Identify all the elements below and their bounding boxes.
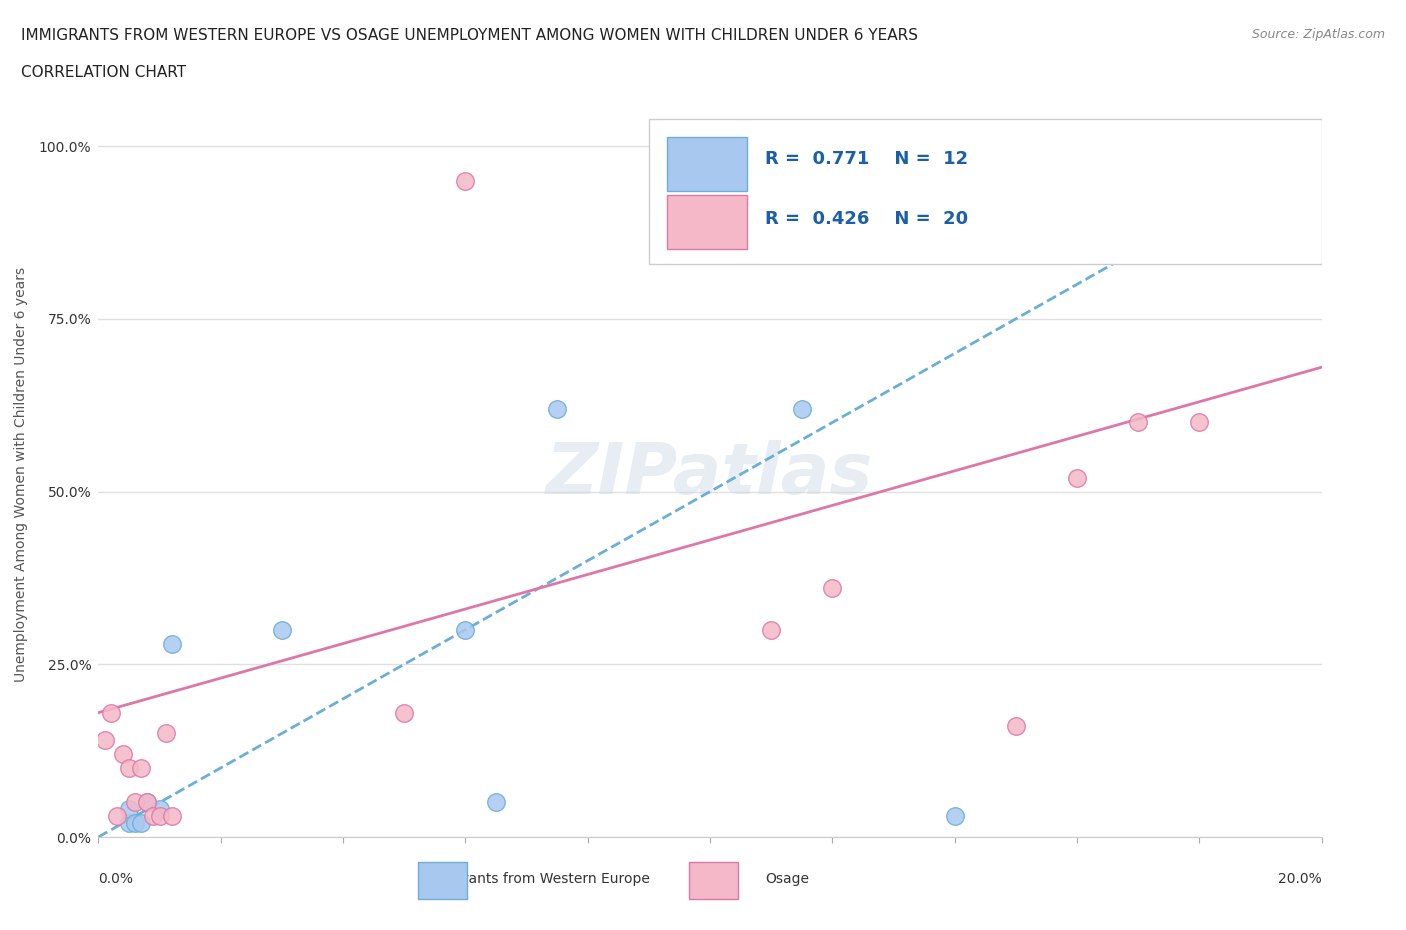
Point: [124, 816, 146, 830]
Text: 20.0%: 20.0%: [1278, 871, 1322, 886]
Point: [93, 733, 115, 748]
Point: [100, 705, 122, 720]
Point: [485, 795, 508, 810]
Point: [105, 809, 128, 824]
FancyBboxPatch shape: [648, 119, 1322, 264]
Point: [160, 636, 183, 651]
Point: [392, 705, 416, 720]
Point: [111, 747, 134, 762]
Point: [149, 809, 172, 824]
Point: [136, 795, 159, 810]
Point: [118, 761, 141, 776]
Point: [270, 622, 292, 637]
Point: [1128, 415, 1150, 430]
Point: [136, 795, 159, 810]
FancyBboxPatch shape: [668, 137, 747, 192]
Point: [118, 802, 141, 817]
Text: CORRELATION CHART: CORRELATION CHART: [21, 65, 186, 80]
Point: [790, 401, 813, 416]
Point: [454, 173, 477, 188]
Text: Source: ZipAtlas.com: Source: ZipAtlas.com: [1251, 28, 1385, 41]
Text: 0.0%: 0.0%: [98, 871, 134, 886]
Point: [759, 622, 782, 637]
Point: [118, 816, 141, 830]
FancyBboxPatch shape: [668, 195, 747, 249]
Text: R =  0.426    N =  20: R = 0.426 N = 20: [765, 210, 969, 228]
Point: [454, 622, 477, 637]
Text: Osage: Osage: [765, 871, 810, 886]
Point: [149, 802, 172, 817]
Text: IMMIGRANTS FROM WESTERN EUROPE VS OSAGE UNEMPLOYMENT AMONG WOMEN WITH CHILDREN U: IMMIGRANTS FROM WESTERN EUROPE VS OSAGE …: [21, 28, 918, 43]
Point: [155, 726, 177, 741]
Point: [943, 809, 966, 824]
Point: [821, 581, 844, 596]
Point: [129, 816, 152, 830]
Text: R =  0.771    N =  12: R = 0.771 N = 12: [765, 150, 969, 167]
Text: ZIPatlas: ZIPatlas: [547, 440, 873, 509]
Point: [142, 809, 165, 824]
Point: [1004, 719, 1026, 734]
Point: [1066, 471, 1088, 485]
Text: Immigrants from Western Europe: Immigrants from Western Europe: [419, 871, 650, 886]
Point: [160, 809, 183, 824]
Point: [124, 795, 146, 810]
Point: [546, 401, 568, 416]
Point: [129, 761, 152, 776]
Point: [1188, 415, 1211, 430]
Y-axis label: Unemployment Among Women with Children Under 6 years: Unemployment Among Women with Children U…: [14, 267, 28, 682]
